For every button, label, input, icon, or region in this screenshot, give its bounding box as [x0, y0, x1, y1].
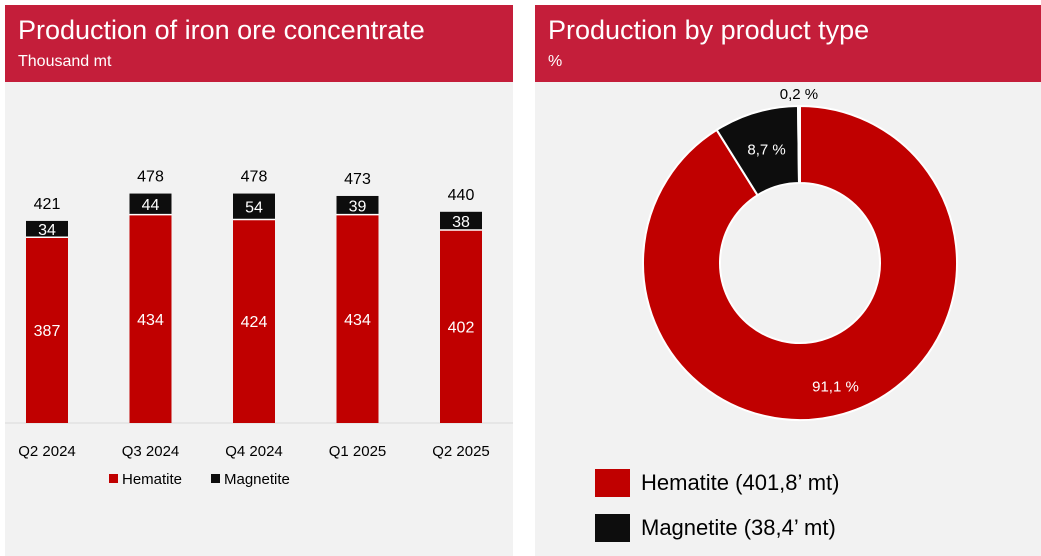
bar-hematite-q3-2024: [129, 214, 172, 423]
slice-label-magnetite: 8,7 %: [747, 141, 785, 158]
total-label-q2-2024: 421: [34, 196, 61, 213]
data-label-hematite-q3-2024: 434: [137, 312, 164, 329]
hematite-swatch: [595, 468, 630, 497]
data-label-hematite-q1-2025: 434: [344, 312, 371, 329]
bar-hematite-q1-2025: [336, 214, 379, 423]
legend-item-hematite: Hematite (401,8’ mt): [595, 460, 839, 505]
x-tick-label-q2-2025: Q2 2025: [432, 443, 490, 460]
bar-hematite-q2-2025: [440, 230, 482, 423]
x-tick-label-q2-2024: Q2 2024: [18, 443, 76, 460]
bar-chart-header: Production of iron ore concentrate Thous…: [5, 5, 513, 82]
data-label-hematite-q2-2024: 387: [34, 323, 61, 340]
legend-label-hematite: Hematite: [122, 471, 182, 488]
data-label-magnetite-q2-2025: 38: [452, 214, 470, 231]
magnetite-swatch: [595, 513, 630, 542]
total-label-q3-2024: 478: [137, 169, 164, 186]
legend-label-magnetite: Magnetite (38,4’ mt): [641, 514, 836, 540]
bar-hematite-q2-2024: [26, 237, 68, 423]
legend-label-hematite: Hematite (401,8’ mt): [641, 469, 840, 495]
donut-slice-hematite: [642, 104, 958, 421]
bar-magnetite-q1-2025: [336, 195, 379, 215]
bar-magnetite-q4-2024: [233, 193, 275, 220]
slice-label-other: 0,2 %: [780, 86, 818, 103]
data-label-magnetite-q3-2024: 44: [142, 197, 160, 214]
data-label-magnetite-q1-2025: 39: [349, 198, 367, 215]
data-label-hematite-q2-2025: 402: [448, 320, 475, 337]
legend-label-magnetite: Magnetite: [224, 471, 290, 488]
legend-swatch-magnetite: [211, 474, 220, 483]
legend-item-magnetite: Magnetite (38,4’ mt): [595, 505, 839, 550]
total-label-q2-2025: 440: [448, 187, 475, 204]
data-label-magnetite-q4-2024: 54: [245, 200, 263, 217]
bar-magnetite-q2-2024: [26, 220, 68, 238]
legend-swatch-hematite: [109, 474, 118, 483]
total-label-q4-2024: 478: [241, 169, 268, 186]
bar-hematite-q4-2024: [233, 219, 275, 423]
data-label-hematite-q4-2024: 424: [241, 314, 268, 331]
bar-chart-unit: Thousand mt: [18, 53, 112, 70]
slice-label-hematite: 91,1 %: [812, 379, 859, 396]
donut-chart-header: Production by product type %: [535, 5, 1041, 82]
total-label-q1-2025: 473: [344, 171, 371, 188]
donut-chart-unit: %: [548, 53, 563, 70]
donut-chart-panel: Production by product type % 91,1 % 8,7 %…: [535, 5, 1041, 556]
donut-slice-other: [797, 104, 801, 185]
bar-chart-panel: Production of iron ore concentrate Thous…: [5, 5, 513, 556]
x-tick-label-q4-2024: Q4 2024: [225, 443, 283, 460]
data-label-magnetite-q2-2024: 34: [38, 222, 56, 239]
bar-magnetite-q2-2025: [440, 211, 482, 231]
bar-chart: 387 34 421 Q2 2024 434 44 478 Q3 2024 424 54 478 Q4…: [5, 169, 513, 488]
donut-legend: Hematite (401,8’ mt) Magnetite (38,4’ mt…: [595, 460, 839, 550]
x-tick-label-q3-2024: Q3 2024: [122, 443, 180, 460]
x-tick-label-q1-2025: Q1 2025: [329, 443, 387, 460]
bar-magnetite-q3-2024: [129, 193, 172, 215]
bar-chart-title: Production of iron ore concentrate: [18, 15, 425, 45]
donut-chart: 91,1 % 8,7 % 0,2 %: [642, 86, 958, 421]
donut-chart-title: Production by product type: [548, 15, 870, 45]
